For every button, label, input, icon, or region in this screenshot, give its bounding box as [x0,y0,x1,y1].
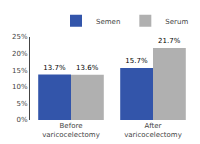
svg-text:Aftervaricocelectomy: Aftervaricocelectomy [124,122,182,139]
svg-text:0%: 0% [16,116,27,124]
svg-text:20%: 20% [12,50,28,58]
svg-text:13.6%: 13.6% [76,64,99,72]
svg-text:21.7%: 21.7% [158,37,181,45]
svg-text:15.7%: 15.7% [125,57,148,65]
svg-text:Beforevaricocelectomy: Beforevaricocelectomy [42,122,100,139]
svg-text:Semen: Semen [96,18,120,26]
svg-text:15%: 15% [12,67,28,75]
svg-text:25%: 25% [12,33,28,41]
svg-text:13.7%: 13.7% [43,64,66,72]
svg-text:5%: 5% [16,100,27,108]
svg-text:10%: 10% [12,83,28,91]
svg-text:Serum: Serum [165,18,188,26]
